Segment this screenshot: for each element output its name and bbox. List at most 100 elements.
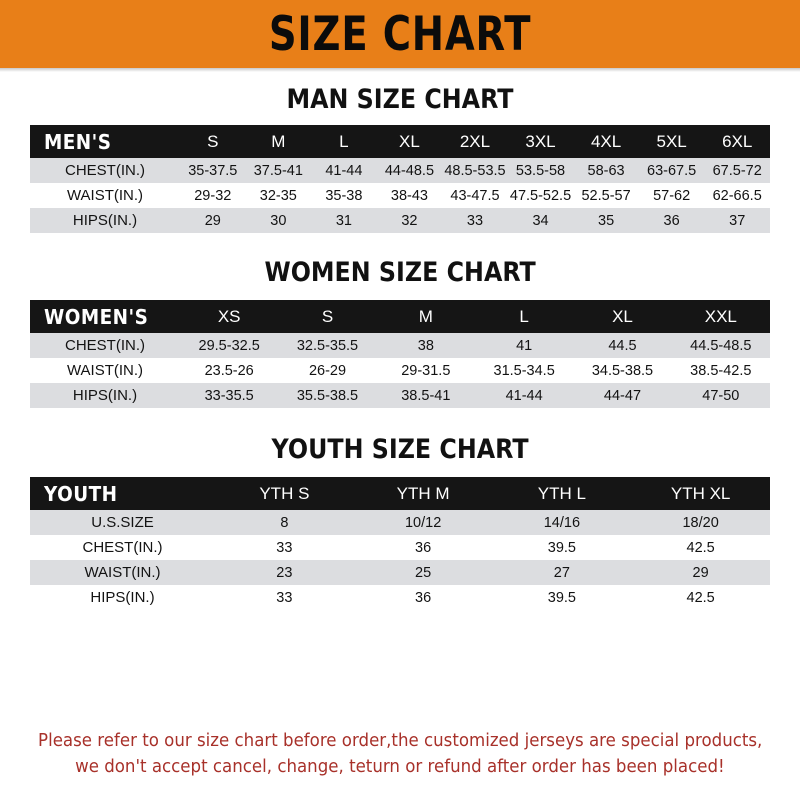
measurement-value: 32 bbox=[401, 212, 418, 229]
size-column-header: M bbox=[271, 131, 286, 151]
size-table-row: U.S.SIZE 8 10/12 14/16 18/20 bbox=[30, 510, 770, 535]
order-policy-note-line1: Please refer to our size chart before or… bbox=[37, 731, 763, 751]
measurement-value: 58-63 bbox=[587, 162, 625, 179]
measurement-value: 23 bbox=[276, 564, 293, 581]
size-table-section: YOUTH SIZE CHART YOUTH YTH S YTH M YTH L YTH … bbox=[0, 436, 800, 610]
measurement-value: 36 bbox=[663, 212, 680, 229]
measurement-value: 42.5 bbox=[686, 589, 715, 606]
measurement-value: 35-37.5 bbox=[188, 162, 238, 179]
measurement-label: U.S.SIZE bbox=[91, 514, 154, 531]
size-column-header: 5XL bbox=[656, 131, 687, 151]
size-column-header: L bbox=[339, 131, 349, 151]
measurement-value: 18/20 bbox=[682, 514, 719, 531]
size-chart-sections: MAN SIZE CHART MEN'S S M L XL 2XL 3XL 4XL 5XL 6XL C… bbox=[0, 86, 800, 610]
measurement-value: 36 bbox=[415, 589, 432, 606]
measurement-value: 32.5-35.5 bbox=[296, 337, 359, 354]
measurement-value: 25 bbox=[415, 564, 432, 581]
size-column-header: 2XL bbox=[459, 131, 491, 151]
order-policy-note-line2: we don't accept cancel, change, teturn o… bbox=[75, 757, 725, 777]
size-column-header: YTH M bbox=[396, 483, 450, 503]
measurement-value: 42.5 bbox=[686, 539, 715, 556]
measurement-value: 44-48.5 bbox=[384, 162, 435, 179]
measurement-value: 29.5-32.5 bbox=[198, 337, 260, 354]
size-column-header: 6XL bbox=[722, 131, 753, 151]
size-table-header-row: MEN'S S M L XL 2XL 3XL 4XL 5XL 6XL bbox=[30, 125, 770, 158]
measurement-value: 37.5-41 bbox=[253, 162, 303, 179]
measurement-value: 31.5-34.5 bbox=[493, 362, 555, 379]
size-column-header: XL bbox=[612, 306, 633, 326]
measurement-value: 26-29 bbox=[308, 362, 347, 379]
measurement-value: 34.5-38.5 bbox=[591, 362, 654, 379]
size-column-header: 3XL bbox=[525, 131, 556, 151]
measurement-value: 38.5-42.5 bbox=[690, 362, 752, 379]
measurement-label: HIPS(IN.) bbox=[72, 212, 138, 229]
measurement-value: 47-50 bbox=[702, 387, 740, 404]
size-table-row: CHEST(IN.) 33 36 39.5 42.5 bbox=[30, 535, 770, 560]
measurement-value: 67.5-72 bbox=[712, 162, 762, 179]
measurement-value: 38-43 bbox=[390, 187, 428, 204]
measurement-value: 44-47 bbox=[603, 387, 642, 404]
size-table: MEN'S S M L XL 2XL 3XL 4XL 5XL 6XL CHEST(IN.) 35-37… bbox=[30, 125, 770, 233]
section-title-text: MAN SIZE CHART bbox=[286, 84, 514, 115]
measurement-value: 14/16 bbox=[543, 514, 581, 531]
measurement-value: 35.5-38.5 bbox=[296, 387, 359, 404]
measurement-value: 63-67.5 bbox=[647, 162, 697, 179]
size-column-header: YTH L bbox=[537, 483, 586, 503]
measurement-label: WAIST(IN.) bbox=[66, 362, 144, 379]
size-table-row: CHEST(IN.) 35-37.5 37.5-41 41-44 44-48.5 48.5… bbox=[30, 158, 770, 183]
measurement-value: 29 bbox=[204, 212, 221, 229]
size-table-section: WOMEN SIZE CHART WOMEN'S XS S M L XL XXL CHEST(I… bbox=[0, 259, 800, 408]
measurement-value: 27 bbox=[553, 564, 570, 581]
measurement-value: 38 bbox=[417, 337, 434, 354]
size-table-corner-label-text: MEN'S bbox=[44, 129, 112, 154]
size-table-corner-label-text: YOUTH bbox=[44, 481, 118, 506]
measurement-value: 30 bbox=[270, 212, 287, 229]
measurement-value: 10/12 bbox=[404, 514, 442, 531]
section-title-text: WOMEN SIZE CHART bbox=[264, 257, 536, 288]
size-chart-banner: SIZE CHART bbox=[0, 0, 800, 68]
measurement-value: 41 bbox=[516, 337, 533, 354]
section-title: MAN SIZE CHART bbox=[0, 86, 800, 113]
measurement-value: 39.5 bbox=[547, 539, 576, 556]
measurement-value: 29-32 bbox=[194, 187, 232, 204]
size-table-corner-label: WOMEN'S bbox=[30, 300, 180, 333]
measurement-value: 53.5-58 bbox=[515, 162, 566, 179]
measurement-label: WAIST(IN.) bbox=[84, 564, 161, 581]
size-table-header-row: WOMEN'S XS S M L XL XXL bbox=[30, 300, 770, 333]
size-column-header: S bbox=[207, 131, 219, 151]
size-column-header: XL bbox=[399, 131, 420, 151]
measurement-label: CHEST(IN.) bbox=[65, 337, 145, 354]
measurement-value: 33 bbox=[276, 589, 293, 606]
measurement-label: HIPS(IN.) bbox=[72, 387, 138, 404]
banner-shadow-divider bbox=[0, 68, 800, 72]
size-table-row: WAIST(IN.) 23.5-26 26-29 29-31.5 31.5-34.5 34… bbox=[30, 358, 770, 383]
size-column-header: S bbox=[321, 306, 334, 326]
size-column-header: XXL bbox=[704, 306, 737, 326]
measurement-value: 32-35 bbox=[259, 187, 297, 204]
measurement-value: 29-31.5 bbox=[401, 362, 451, 379]
size-table-row: CHEST(IN.) 29.5-32.5 32.5-35.5 38 41 44.5 44.5… bbox=[30, 333, 770, 358]
measurement-value: 39.5 bbox=[547, 589, 576, 606]
measurement-value: 38.5-41 bbox=[401, 387, 451, 404]
measurement-value: 33 bbox=[276, 539, 293, 556]
measurement-value: 52.5-57 bbox=[581, 187, 631, 204]
size-table: YOUTH YTH S YTH M YTH L YTH XL U.S.SIZE 8 10/12… bbox=[30, 477, 770, 610]
size-table-corner-label-text: WOMEN'S bbox=[44, 304, 149, 329]
size-table-corner-label: YOUTH bbox=[30, 477, 215, 510]
size-table: WOMEN'S XS S M L XL XXL CHEST(IN.) 29.5-32.5 32.5… bbox=[30, 300, 770, 408]
section-title: WOMEN SIZE CHART bbox=[0, 259, 800, 286]
measurement-value: 33 bbox=[466, 212, 484, 229]
measurement-value: 41-44 bbox=[505, 387, 543, 404]
measurement-label: WAIST(IN.) bbox=[66, 187, 144, 204]
size-table-section: MAN SIZE CHART MEN'S S M L XL 2XL 3XL 4XL 5XL 6XL C… bbox=[0, 86, 800, 233]
measurement-value: 33-35.5 bbox=[204, 387, 254, 404]
size-table-row: HIPS(IN.) 29 30 31 32 33 34 35 36 37 bbox=[30, 208, 770, 233]
measurement-value: 41-44 bbox=[325, 162, 363, 179]
size-table-header-row: YOUTH YTH S YTH M YTH L YTH XL bbox=[30, 477, 770, 510]
size-column-header: L bbox=[519, 306, 529, 326]
measurement-value: 37 bbox=[729, 212, 746, 229]
measurement-value: 35 bbox=[598, 212, 615, 229]
measurement-label: HIPS(IN.) bbox=[90, 589, 155, 606]
section-title: YOUTH SIZE CHART bbox=[0, 436, 800, 463]
size-table-corner-label: MEN'S bbox=[30, 125, 180, 158]
